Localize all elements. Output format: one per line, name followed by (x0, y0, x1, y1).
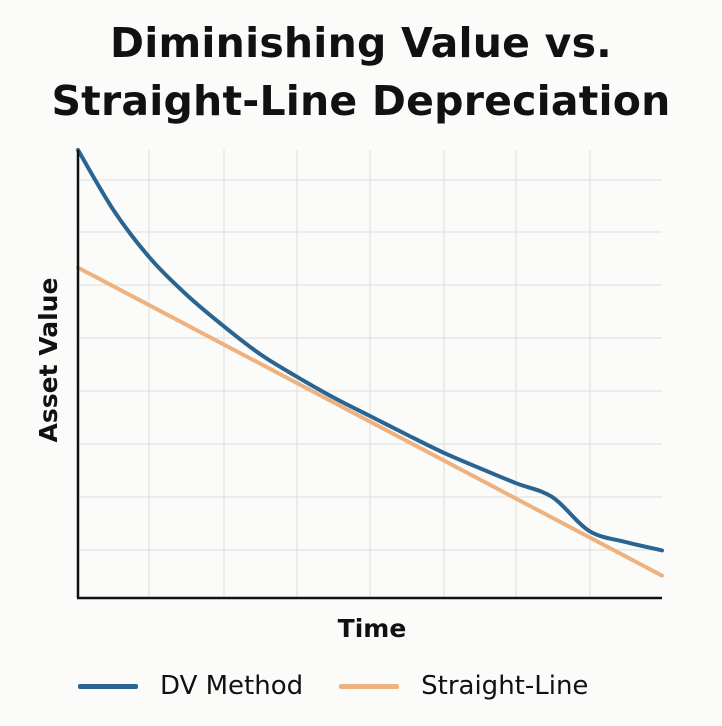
legend-swatch-straight-line (339, 683, 400, 689)
chart-title: Diminishing Value vs. Straight-Line Depr… (0, 14, 722, 130)
legend-item-dv: DV Method (78, 671, 303, 701)
x-axis-label: Time (338, 614, 407, 643)
line-chart: Time Asset Value (34, 148, 664, 643)
series-lines (76, 148, 664, 578)
legend: DV Method Straight-Line (78, 668, 588, 704)
grid-lines (78, 150, 662, 598)
legend-label-straight-line: Straight-Line (421, 671, 589, 701)
series-line-dv-method (76, 148, 664, 553)
y-axis-label: Asset Value (34, 278, 63, 443)
chart-title-line-2: Straight-Line Depreciation (51, 77, 671, 125)
legend-label-dv: DV Method (160, 671, 304, 701)
chart-title-line-1: Diminishing Value vs. (110, 19, 612, 67)
series-line-straight-line (76, 265, 664, 578)
legend-swatch-dv (78, 683, 138, 689)
legend-item-straight-line: Straight-Line (339, 671, 588, 701)
